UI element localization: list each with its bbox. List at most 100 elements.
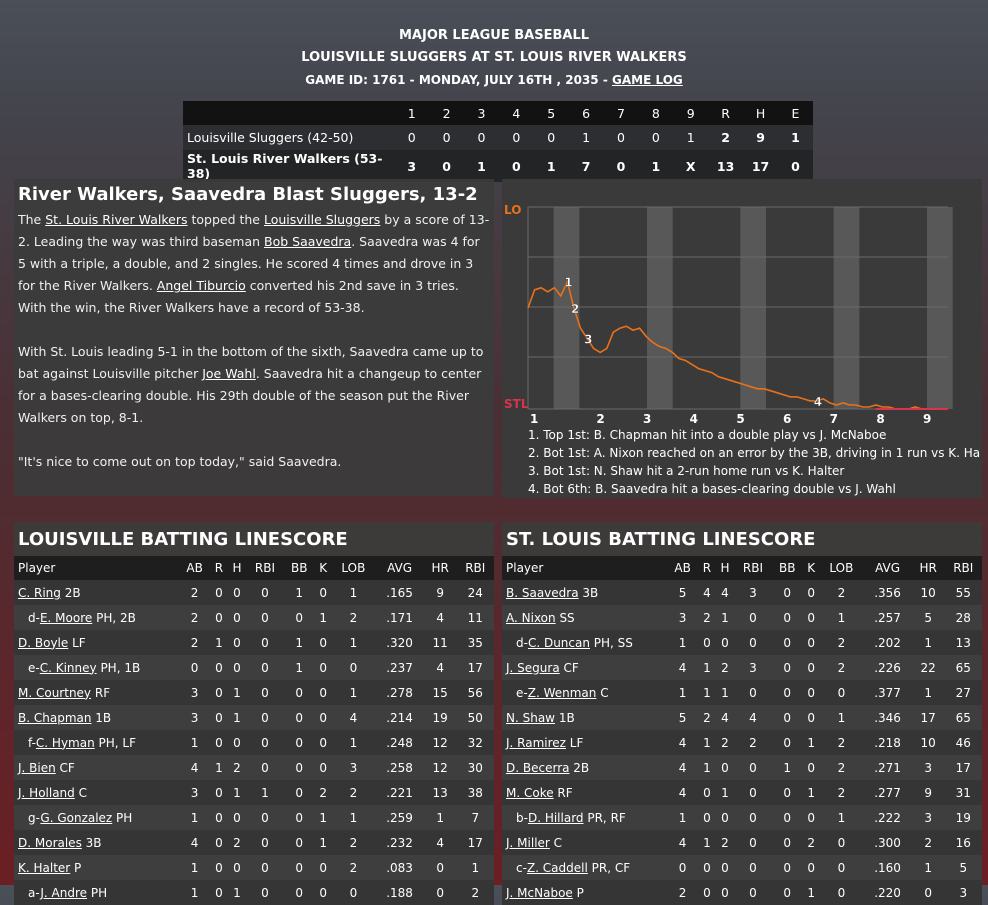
- player-position: CF: [55, 760, 75, 775]
- player-link[interactable]: J. Segura: [506, 660, 560, 675]
- batting-stat-cell: 0: [246, 830, 284, 855]
- batting-row: J. Bien CF 4 1 2 0 0 0 3.258 12 30: [14, 755, 494, 780]
- batting-stat-cell: 1: [715, 780, 735, 805]
- batting-stat-cell: 13: [423, 780, 457, 805]
- linescore-team: St. Louis River Walkers (53-38): [183, 150, 395, 182]
- batting-stat-cell: 0: [771, 630, 803, 655]
- batting-stat-cell: 1: [227, 880, 247, 905]
- player-link[interactable]: A. Nixon: [506, 610, 556, 625]
- batting-stat-cell: 4: [667, 830, 699, 855]
- player-link[interactable]: D. Becerra: [506, 760, 570, 775]
- batting-stat-cell: 2: [331, 605, 376, 630]
- batting-stat-cell: 17: [456, 655, 494, 680]
- batting-stat-cell: 17: [944, 755, 982, 780]
- sub-prefix: e-: [28, 660, 40, 675]
- win-probability-panel: LO STL 1 2 3 4 1 2 3 4 5 6 7 8 9 1. Top 1st: B. Chapma…: [502, 179, 982, 498]
- player-position: 1B: [555, 710, 575, 725]
- batting-stat-cell: 0: [802, 680, 820, 705]
- player-link[interactable]: J. Andre: [40, 885, 88, 900]
- linescore-cell: 1: [673, 125, 709, 150]
- batting-stat-cell: 0: [771, 830, 803, 855]
- batting-stat-cell: 7: [456, 805, 494, 830]
- batting-stat-cell: 3: [179, 680, 211, 705]
- sub-prefix: a-: [28, 885, 41, 900]
- player-link[interactable]: M. Courtney: [18, 685, 92, 700]
- player-link[interactable]: J. Miller: [506, 835, 550, 850]
- batting-stat-cell: 0: [210, 580, 228, 605]
- batting-stat-cell: 12: [423, 755, 457, 780]
- batting-stat-cell: 0: [819, 880, 864, 905]
- batting-stat-cell: 0: [283, 805, 315, 830]
- player-link[interactable]: N. Shaw: [506, 710, 555, 725]
- batting-col-header: K: [314, 556, 332, 580]
- player-link[interactable]: C. Kinney: [39, 660, 97, 675]
- player-position: P: [572, 885, 584, 900]
- batting-stat-cell: 0: [698, 630, 716, 655]
- player-link[interactable]: M. Coke: [506, 785, 554, 800]
- chart-x-tick-label: 8: [876, 412, 884, 424]
- player-link[interactable]: Z. Caddell: [526, 860, 588, 875]
- chart-inning-band: [553, 207, 580, 409]
- batting-stat-cell: 65: [944, 655, 982, 680]
- batting-stat-cell: .278: [375, 680, 424, 705]
- story-link[interactable]: Louisville Sluggers: [263, 212, 381, 227]
- batting-stat-cell: 5: [911, 605, 945, 630]
- batting-stat-cell: .300: [863, 830, 912, 855]
- batting-stat-cell: 4: [179, 830, 211, 855]
- batting-stat-cell: 0: [227, 605, 247, 630]
- player-link[interactable]: D. Hillard: [527, 810, 584, 825]
- batting-stat-cell: 0: [314, 730, 332, 755]
- player-link[interactable]: J. Ramirez: [506, 735, 566, 750]
- batting-stat-cell: 9: [911, 780, 945, 805]
- batting-stat-cell: 55: [944, 580, 982, 605]
- batting-player-cell: f-C. Hyman PH, LF: [14, 730, 179, 755]
- batting-stat-cell: 4: [698, 580, 716, 605]
- story-link[interactable]: Bob Saavedra: [264, 234, 352, 249]
- batting-player-cell: d-C. Duncan PH, SS: [502, 630, 667, 655]
- player-link[interactable]: J. Holland: [18, 785, 75, 800]
- player-link[interactable]: B. Chapman: [18, 710, 92, 725]
- batting-stat-cell: 2: [715, 655, 735, 680]
- batting-row: J. McNaboe P 2 0 0 0 0 1 0.220 0 3: [502, 880, 982, 905]
- batting-stat-cell: 0: [802, 580, 820, 605]
- player-link[interactable]: C. Ring: [18, 585, 61, 600]
- batting-stat-cell: 2: [179, 580, 211, 605]
- batting-stat-cell: 0: [283, 705, 315, 730]
- player-link[interactable]: C. Duncan: [527, 635, 590, 650]
- batting-stat-cell: 2: [179, 630, 211, 655]
- batting-stat-cell: 0: [227, 855, 247, 880]
- linescore-col-H: H: [743, 101, 778, 125]
- story-link[interactable]: Angel Tiburcio: [156, 278, 246, 293]
- batting-stat-cell: 0: [771, 855, 803, 880]
- batting-player-cell: B. Chapman 1B: [14, 705, 179, 730]
- batting-stat-cell: 24: [456, 580, 494, 605]
- player-link[interactable]: J. McNaboe: [506, 885, 573, 900]
- batting-stat-cell: 56: [456, 680, 494, 705]
- player-link[interactable]: D. Morales: [18, 835, 82, 850]
- batting-col-header: LOB: [819, 556, 864, 580]
- batting-stat-cell: 30: [456, 755, 494, 780]
- player-link[interactable]: D. Boyle: [18, 635, 69, 650]
- player-link[interactable]: K. Halter: [18, 860, 71, 875]
- player-link[interactable]: G. Gonzalez: [40, 810, 113, 825]
- sub-prefix: b-: [516, 810, 528, 825]
- batting-col-header: Player: [14, 556, 179, 580]
- batting-col-header: AVG: [863, 556, 912, 580]
- story-link[interactable]: St. Louis River Walkers: [45, 212, 188, 227]
- game-log-link[interactable]: GAME LOG: [612, 73, 683, 87]
- player-position: PH, SS: [589, 635, 633, 650]
- player-link[interactable]: B. Saavedra: [506, 585, 579, 600]
- player-link[interactable]: Z. Wenman: [527, 685, 597, 700]
- player-link[interactable]: J. Bien: [18, 760, 56, 775]
- story-link[interactable]: Joe Wahl: [202, 366, 256, 381]
- batting-stat-cell: 0: [734, 630, 772, 655]
- linescore-cell: 1: [464, 150, 499, 182]
- batting-stat-cell: 0: [819, 680, 864, 705]
- batting-stat-cell: 35: [456, 630, 494, 655]
- batting-stat-cell: 3: [179, 705, 211, 730]
- player-link[interactable]: C. Hyman: [35, 735, 95, 750]
- sub-prefix: g-: [28, 810, 41, 825]
- stlouis-batting-table: Player AB R H RBI BB K LOB AVG HR RBI B. Saavedra 3…: [502, 556, 982, 905]
- player-link[interactable]: E. Moore: [39, 610, 93, 625]
- batting-row: b-D. Hillard PR, RF 1 0 0 0 0 0 1.222 3 19: [502, 805, 982, 830]
